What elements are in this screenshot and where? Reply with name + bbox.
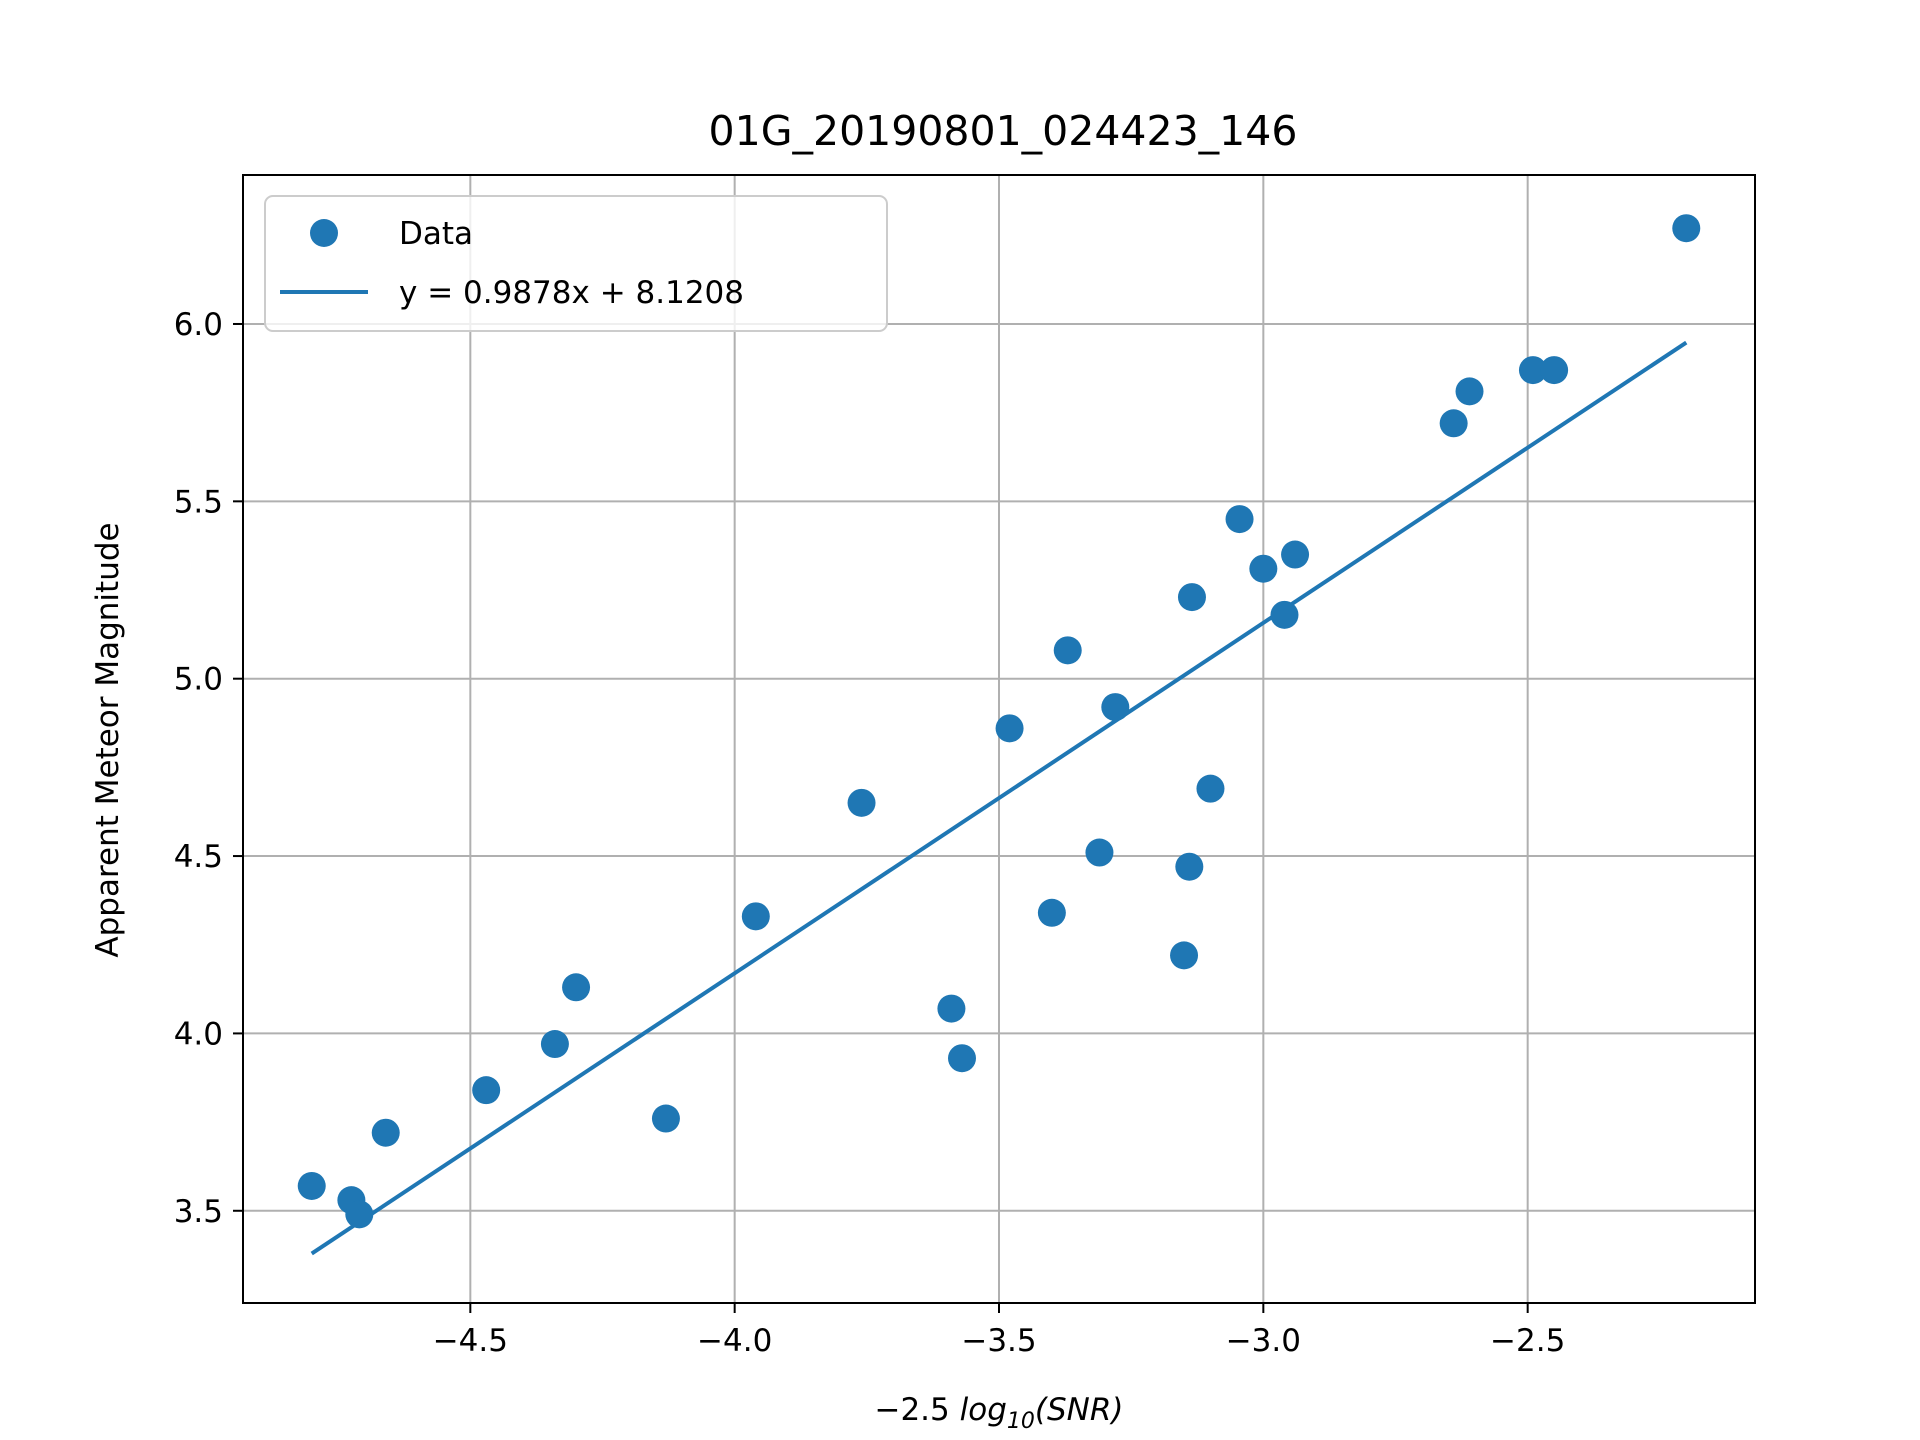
data-point xyxy=(1225,505,1254,534)
data-points xyxy=(297,214,1701,1229)
data-point xyxy=(1196,774,1225,803)
legend-marker-data xyxy=(310,219,338,247)
data-point xyxy=(1175,852,1204,881)
y-tick-label: 4.5 xyxy=(174,839,223,875)
x-tick-label: −3.0 xyxy=(1226,1323,1301,1359)
x-tick-label: −2.5 xyxy=(1490,1323,1565,1359)
data-point xyxy=(741,902,770,931)
data-point xyxy=(1101,693,1130,722)
legend: Data y = 0.9878x + 8.1208 xyxy=(264,195,888,332)
data-point xyxy=(1270,600,1299,629)
data-point xyxy=(1281,540,1310,569)
legend-label-data: Data xyxy=(399,216,473,252)
x-axis-label-subscript: 10 xyxy=(1007,1409,1035,1434)
data-point xyxy=(1439,409,1468,438)
data-point xyxy=(371,1118,400,1147)
y-tick-label: 3.5 xyxy=(174,1194,223,1230)
data-point xyxy=(297,1171,326,1200)
grid-lines xyxy=(243,175,1755,1303)
data-point xyxy=(1249,554,1278,583)
chart-title: 01G_20190801_024423_146 xyxy=(709,107,1298,155)
legend-box xyxy=(264,195,888,332)
data-point xyxy=(1037,898,1066,927)
data-point xyxy=(1455,377,1484,406)
data-point xyxy=(1672,214,1701,243)
x-axis-label-argument: (SNR) xyxy=(1035,1392,1124,1428)
data-point xyxy=(1170,941,1199,970)
x-axis-label-prefix: −2.5 xyxy=(874,1392,959,1428)
x-tick-label: −4.0 xyxy=(697,1323,772,1359)
y-tick-label: 5.5 xyxy=(174,484,223,520)
y-axis-ticks: 3.5 4.0 4.5 5.0 5.5 6.0 xyxy=(174,307,243,1230)
regression-line-layer xyxy=(310,340,1688,1256)
x-axis-label: −2.5 log10(SNR) xyxy=(874,1392,1123,1434)
x-axis-ticks: −4.5 −4.0 −3.5 −3.0 −2.5 xyxy=(433,1303,1565,1359)
y-tick-label: 4.0 xyxy=(174,1016,223,1052)
data-point xyxy=(1085,838,1114,867)
data-point xyxy=(947,1044,976,1073)
data-point xyxy=(847,788,876,817)
y-tick-label: 6.0 xyxy=(174,307,223,343)
legend-label-fit-line: y = 0.9878x + 8.1208 xyxy=(399,275,744,311)
data-point xyxy=(1053,636,1082,665)
x-axis-label-func: log xyxy=(960,1392,1007,1428)
data-point xyxy=(995,714,1024,743)
data-point xyxy=(540,1030,569,1059)
data-point xyxy=(1518,356,1547,385)
data-point xyxy=(562,973,591,1002)
data-point xyxy=(345,1200,374,1229)
data-point xyxy=(651,1104,680,1133)
data-point xyxy=(1177,583,1206,612)
data-point xyxy=(937,994,966,1023)
x-tick-label: −3.5 xyxy=(961,1323,1036,1359)
data-point xyxy=(1540,356,1569,385)
y-axis-label: Apparent Meteor Magnitude xyxy=(90,522,126,957)
regression-line xyxy=(310,340,1688,1256)
x-tick-label: −4.5 xyxy=(433,1323,508,1359)
y-tick-label: 5.0 xyxy=(174,662,223,698)
data-point xyxy=(472,1076,501,1105)
